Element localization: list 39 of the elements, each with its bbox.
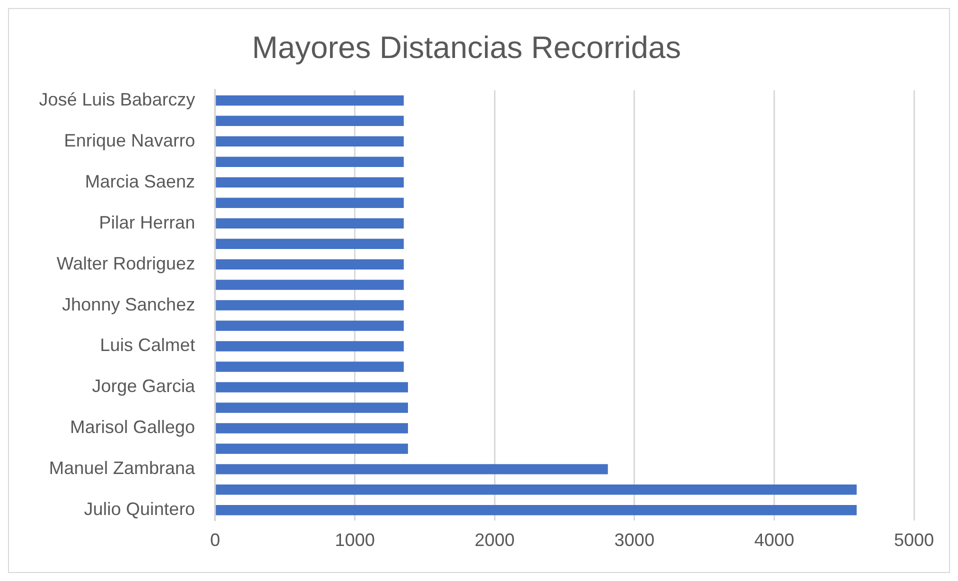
bar bbox=[216, 198, 404, 208]
bar bbox=[216, 341, 404, 352]
bar bbox=[216, 95, 404, 106]
x-tick-label: 3000 bbox=[614, 530, 654, 550]
bar bbox=[216, 484, 857, 495]
bar bbox=[216, 177, 404, 188]
bar bbox=[216, 280, 404, 290]
bar bbox=[216, 300, 404, 310]
bar bbox=[216, 382, 408, 392]
bar bbox=[216, 505, 857, 516]
y-tick-label: José Luis Babarczy bbox=[39, 89, 196, 110]
x-tick-label: 0 bbox=[210, 530, 220, 550]
y-tick-label: Jorge Garcia bbox=[92, 376, 196, 396]
bar bbox=[216, 362, 404, 372]
y-tick-label: Enrique Navarro bbox=[64, 130, 196, 150]
bar bbox=[216, 238, 404, 249]
bar bbox=[216, 444, 408, 454]
y-tick-label: Marcia Saenz bbox=[85, 171, 196, 192]
x-tick-label: 5000 bbox=[894, 530, 934, 550]
bar bbox=[216, 259, 404, 270]
y-tick-label: Pilar Herran bbox=[99, 212, 196, 232]
x-tick-label: 2000 bbox=[474, 530, 515, 550]
x-tick-label: 4000 bbox=[754, 530, 794, 550]
x-tick-label: 1000 bbox=[334, 530, 375, 550]
y-tick-label: Jhonny Sanchez bbox=[62, 294, 196, 314]
y-tick-label: Marisol Gallego bbox=[70, 417, 196, 438]
bar bbox=[216, 156, 404, 168]
y-tick-label: Walter Rodriguez bbox=[56, 253, 196, 274]
y-tick-label: Manuel Zambrana bbox=[49, 458, 196, 478]
y-tick-label: Luis Calmet bbox=[100, 335, 196, 356]
bar bbox=[216, 320, 404, 331]
bar bbox=[216, 402, 408, 413]
bar bbox=[216, 136, 404, 147]
chart-title: Mayores Distancias Recorridas bbox=[252, 30, 681, 66]
bar bbox=[216, 116, 404, 126]
bar bbox=[216, 218, 404, 228]
y-tick-label: Julio Quintero bbox=[84, 499, 196, 520]
bar bbox=[216, 423, 408, 434]
bar bbox=[216, 464, 608, 474]
